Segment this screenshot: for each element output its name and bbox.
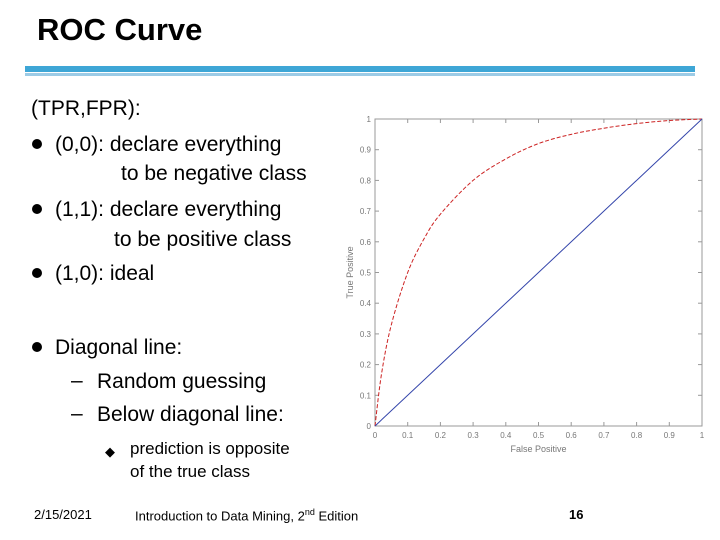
x-tick-label: 0.9 [664,431,676,440]
footer-date: 2/15/2021 [34,507,92,522]
bullet-dot [32,342,42,352]
diagonal-heading: Diagonal line: [55,336,183,359]
x-axis-label: False Positive [510,444,566,454]
footer-title-sup: nd [304,507,315,517]
bullet-2-line2: to be positive class [114,228,292,251]
x-tick-label: 0.7 [598,431,610,440]
dash-marker: – [71,402,83,425]
sub-item-line2: of the true class [130,462,251,481]
sub-item-line1: prediction is opposite [130,439,290,458]
dash-marker: – [71,369,83,392]
y-tick-label: 0.2 [360,361,372,370]
diagonal-item-1: Random guessing [97,370,267,393]
roc-chart: 0 0.1 0.2 0.3 0.4 0.5 0.6 0.7 0.8 0.9 1 0 0.1 0.2 0.3 0… [345,115,705,454]
footer-page-number: 16 [569,507,584,522]
x-tick-label: 0.5 [533,431,545,440]
footer-title-edition: Edition [314,508,359,524]
bullet-dot [32,268,42,278]
roc-curve-line [374,118,703,427]
bullet-dot [32,204,42,214]
y-axis-label: True Positive [345,246,355,298]
footer-title-text: Introduction to Data Mining, 2 [135,508,305,524]
y-tick-label: 0.8 [360,176,372,185]
x-tick-label: 0.4 [500,431,512,440]
x-tick-label: 0.6 [566,431,578,440]
slide-title: ROC Curve [37,12,203,47]
y-tick-label: 0.6 [360,238,372,247]
title-rule [25,66,695,72]
bullet-2-line1: (1,1): declare everything [55,198,282,221]
title-rule-light [25,73,695,76]
bullet-dot [32,139,42,149]
y-tick-label: 1 [367,115,372,124]
y-tick-label: 0.4 [360,299,372,308]
y-tick-label: 0.5 [360,269,372,278]
bullet-3-line1: (1,0): ideal [55,262,155,285]
y-tick-label: 0.7 [360,207,372,216]
x-tick-label: 1 [700,431,705,440]
x-tick-label: 0.2 [435,431,447,440]
x-tick-label: 0.1 [402,431,414,440]
bullet-1-line2: to be negative class [121,162,307,185]
y-tick-label: 0.1 [360,391,372,400]
intro-text: (TPR,FPR): [31,97,141,120]
diamond-bullet-icon: ◆ [105,444,115,459]
y-tick-label: 0.3 [360,330,372,339]
x-tick-label: 0.3 [468,431,480,440]
bullet-1-line1: (0,0): declare everything [55,133,282,156]
x-tick-label: 0 [373,431,378,440]
y-tick-label: 0 [367,422,372,431]
footer-title: Introduction to Data Mining, 2nd Edition [135,507,358,523]
diagonal-item-2: Below diagonal line: [97,403,284,426]
x-tick-label: 0.8 [631,431,643,440]
diagonal-line [374,118,703,427]
y-tick-label: 0.9 [360,146,372,155]
